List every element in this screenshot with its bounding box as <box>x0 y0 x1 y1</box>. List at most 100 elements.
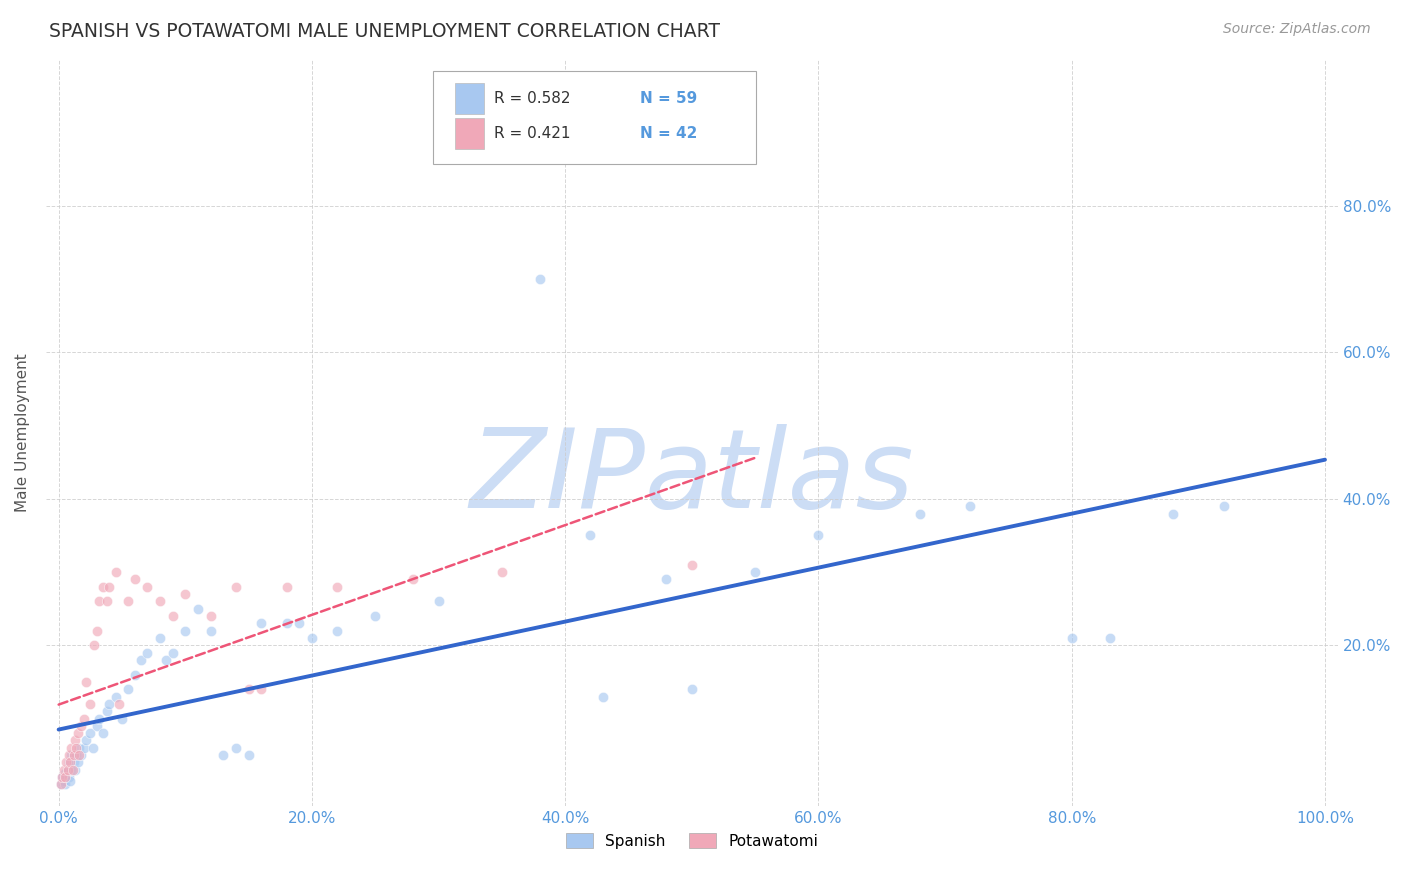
Point <box>55 770 77 784</box>
Point <box>250 682 273 697</box>
Point <box>98 580 121 594</box>
Point <box>52 763 75 777</box>
Text: R = 0.582: R = 0.582 <box>494 91 571 106</box>
Point <box>225 740 247 755</box>
Point <box>104 690 127 704</box>
Point <box>162 646 184 660</box>
Point <box>55 756 77 770</box>
Point <box>89 712 111 726</box>
Point <box>174 624 197 638</box>
Point <box>200 609 222 624</box>
Point <box>53 777 76 791</box>
Point <box>402 573 425 587</box>
Point <box>63 756 86 770</box>
Text: SPANISH VS POTAWATOMI MALE UNEMPLOYMENT CORRELATION CHART: SPANISH VS POTAWATOMI MALE UNEMPLOYMENT … <box>49 22 720 41</box>
Point <box>117 594 139 608</box>
Text: Source: ZipAtlas.com: Source: ZipAtlas.com <box>1223 22 1371 37</box>
Point <box>86 719 108 733</box>
Point <box>149 631 172 645</box>
Point <box>162 609 184 624</box>
Point <box>1161 507 1184 521</box>
Point <box>136 580 159 594</box>
Point <box>76 674 98 689</box>
Point <box>238 682 260 697</box>
Point <box>56 763 79 777</box>
Point <box>959 499 981 513</box>
Text: N = 59: N = 59 <box>640 91 697 106</box>
Point <box>62 763 84 777</box>
Point <box>108 697 131 711</box>
Point <box>117 682 139 697</box>
Point <box>681 558 703 572</box>
Point <box>70 748 93 763</box>
Point <box>681 682 703 697</box>
Point <box>491 565 513 579</box>
Point <box>807 528 830 542</box>
Point <box>79 697 101 711</box>
Point <box>276 616 298 631</box>
Point <box>579 528 602 542</box>
Point <box>276 580 298 594</box>
Point <box>51 770 73 784</box>
Point <box>51 777 73 791</box>
Point <box>225 580 247 594</box>
Point <box>529 272 551 286</box>
Point <box>1212 499 1234 513</box>
Point <box>63 733 86 747</box>
Point <box>149 594 172 608</box>
Y-axis label: Male Unemployment: Male Unemployment <box>15 353 30 512</box>
Point <box>592 690 614 704</box>
Point <box>301 631 323 645</box>
Point <box>51 777 73 791</box>
Point <box>79 726 101 740</box>
Point <box>326 624 349 638</box>
Point <box>655 573 678 587</box>
Point <box>67 740 90 755</box>
Point <box>59 773 82 788</box>
Point <box>63 748 86 763</box>
Text: ZIPatlas: ZIPatlas <box>470 425 914 532</box>
Point <box>53 770 76 784</box>
Point <box>60 740 83 755</box>
Point <box>73 712 96 726</box>
FancyBboxPatch shape <box>433 70 756 164</box>
Point <box>66 756 89 770</box>
Point <box>288 616 311 631</box>
Point <box>66 726 89 740</box>
Point <box>212 748 235 763</box>
Point <box>136 646 159 660</box>
Point <box>111 712 134 726</box>
Bar <box>456 118 484 149</box>
Point <box>65 748 87 763</box>
Point <box>96 594 118 608</box>
Point <box>124 573 146 587</box>
Point <box>908 507 931 521</box>
Point <box>326 580 349 594</box>
Point <box>86 624 108 638</box>
Point <box>56 763 79 777</box>
Point <box>53 766 76 780</box>
Point <box>76 733 98 747</box>
Point <box>174 587 197 601</box>
Point <box>91 726 114 740</box>
Point <box>63 763 86 777</box>
Point <box>744 565 766 579</box>
Point <box>124 667 146 681</box>
Point <box>364 609 387 624</box>
Point <box>96 704 118 718</box>
Point <box>187 601 209 615</box>
Point <box>98 697 121 711</box>
Point <box>58 756 80 770</box>
Point <box>67 748 90 763</box>
Point <box>427 594 450 608</box>
Point <box>104 565 127 579</box>
Point <box>1098 631 1121 645</box>
Point <box>58 748 80 763</box>
Text: N = 42: N = 42 <box>640 126 697 141</box>
Text: R = 0.421: R = 0.421 <box>494 126 571 141</box>
Point <box>238 748 260 763</box>
Point <box>129 653 152 667</box>
Point <box>82 740 104 755</box>
Point <box>89 594 111 608</box>
Point <box>200 624 222 638</box>
